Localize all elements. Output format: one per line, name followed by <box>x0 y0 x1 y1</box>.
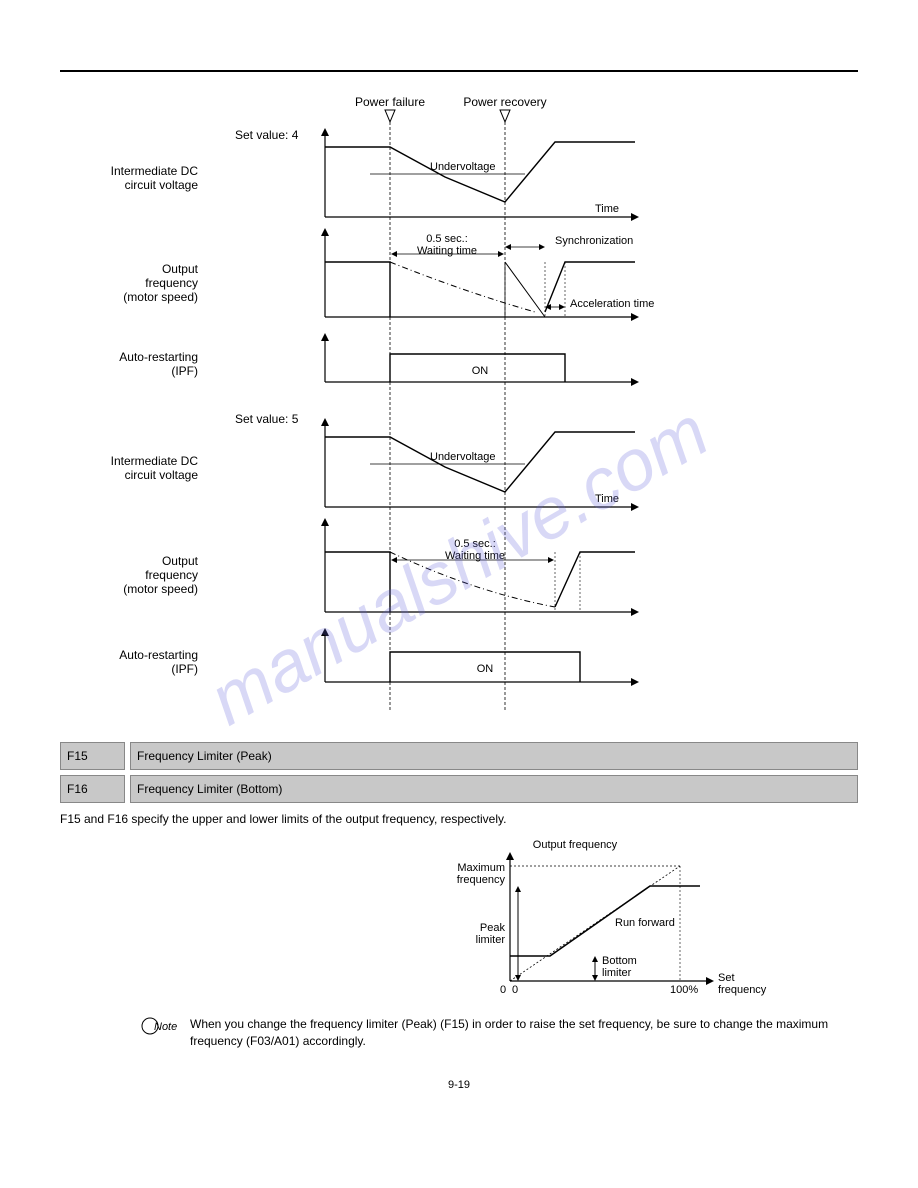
svg-text:Maximum: Maximum <box>457 862 505 874</box>
timing-diagram: Power failure Power recovery <box>60 92 858 732</box>
header-rule <box>60 70 858 72</box>
dc-label-1b: circuit voltage <box>125 178 198 192</box>
ipf-2b: (IPF) <box>171 662 198 676</box>
out-1b: frequency <box>145 276 198 290</box>
ipf-1a: Auto-restarting <box>119 350 198 364</box>
svg-text:Run forward: Run forward <box>615 917 675 929</box>
dc-label-1a: Intermediate DC <box>111 164 198 178</box>
svg-text:Output frequency: Output frequency <box>533 839 618 851</box>
out-1c: (motor speed) <box>123 290 198 304</box>
svg-text:frequency: frequency <box>718 984 767 996</box>
svg-text:Undervoltage: Undervoltage <box>430 161 495 173</box>
note-icon: Note <box>140 1016 190 1039</box>
out-2c: (motor speed) <box>123 582 198 596</box>
svg-text:Waiting time: Waiting time <box>445 550 505 562</box>
desc-f15: Frequency Limiter (Peak) <box>130 742 858 770</box>
note-block: Note When you change the frequency limit… <box>60 1016 858 1050</box>
svg-text:100%: 100% <box>670 984 698 996</box>
svg-text:ON: ON <box>477 663 494 675</box>
out-1a: Output <box>162 262 198 276</box>
svg-text:Set: Set <box>718 972 735 984</box>
dc-label-2a: Intermediate DC <box>111 454 198 468</box>
table-row: F16 Frequency Limiter (Bottom) <box>60 775 858 803</box>
svg-text:limiter: limiter <box>476 934 506 946</box>
set-value-4: Set value: 4 <box>235 128 298 142</box>
svg-text:limiter: limiter <box>602 967 632 979</box>
svg-text:Note: Note <box>154 1021 177 1033</box>
page-number: 9-19 <box>60 1079 858 1091</box>
ipf-1b: (IPF) <box>171 364 198 378</box>
ipf-2a: Auto-restarting <box>119 648 198 662</box>
svg-text:Time: Time <box>595 203 619 215</box>
svg-text:0.5 sec.:: 0.5 sec.: <box>426 233 468 245</box>
svg-text:Waiting time: Waiting time <box>417 245 477 257</box>
svg-text:Synchronization: Synchronization <box>555 235 633 247</box>
svg-text:0: 0 <box>512 984 518 996</box>
svg-text:Time: Time <box>595 493 619 505</box>
svg-text:Acceleration time: Acceleration time <box>570 298 654 310</box>
code-f15: F15 <box>60 742 125 770</box>
svg-text:0.5 sec.:: 0.5 sec.: <box>454 538 496 550</box>
desc-f16: Frequency Limiter (Bottom) <box>130 775 858 803</box>
out-2b: frequency <box>145 568 198 582</box>
svg-text:ON: ON <box>472 365 489 377</box>
note-text: When you change the frequency limiter (P… <box>190 1016 858 1050</box>
code-f16: F16 <box>60 775 125 803</box>
svg-text:frequency: frequency <box>457 874 506 886</box>
svg-text:Power recovery: Power recovery <box>463 95 546 109</box>
body-paragraph: F15 and F16 specify the upper and lower … <box>60 811 858 828</box>
out-2a: Output <box>162 554 198 568</box>
dc-label-2b: circuit voltage <box>125 468 198 482</box>
svg-text:Power failure: Power failure <box>355 95 425 109</box>
svg-text:Undervoltage: Undervoltage <box>430 451 495 463</box>
freq-limiter-chart: Output frequency Maximum frequency <box>440 836 858 1006</box>
svg-text:Bottom: Bottom <box>602 955 637 967</box>
table-row: F15 Frequency Limiter (Peak) <box>60 742 858 770</box>
svg-text:Peak: Peak <box>480 922 506 934</box>
svg-text:0: 0 <box>500 984 506 996</box>
set-value-5: Set value: 5 <box>235 412 298 426</box>
